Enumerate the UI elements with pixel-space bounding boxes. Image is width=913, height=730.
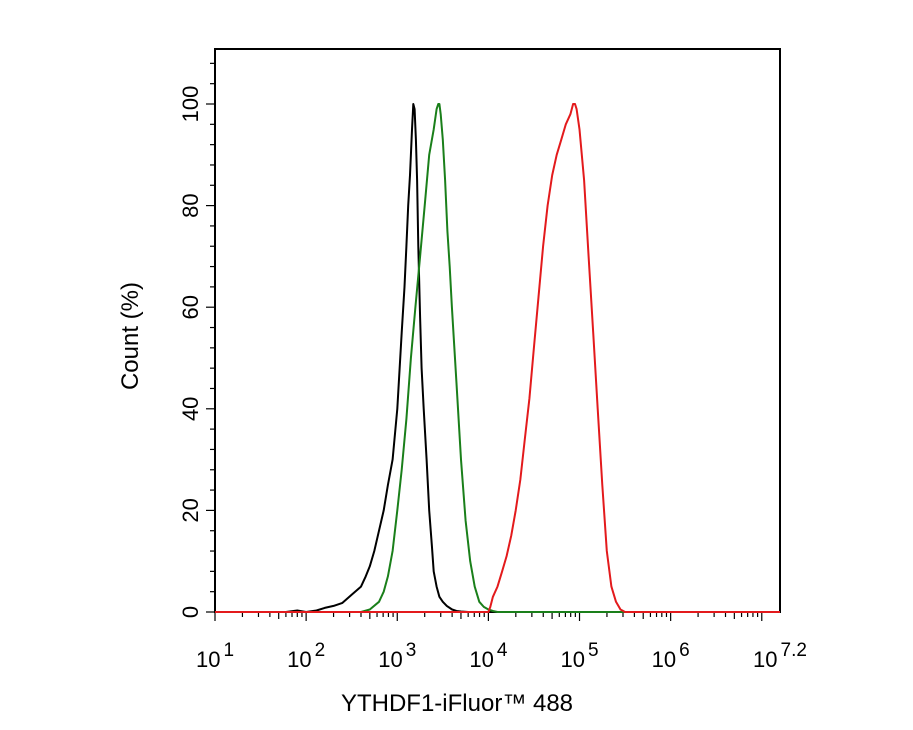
y-tick-label: 100 — [178, 86, 203, 123]
x-axis-title: YTHDF1-iFluor™ 488 — [341, 690, 573, 717]
y-tick-label: 60 — [178, 295, 203, 319]
x-tick-label: 10 3 — [378, 640, 416, 672]
y-axis-title: Count (%) — [117, 282, 144, 390]
x-tick-label: 10 2 — [287, 640, 325, 672]
y-tick-label: 20 — [178, 498, 203, 522]
histogram-series-1 — [215, 103, 780, 613]
y-tick-label: 80 — [178, 193, 203, 217]
x-tick-label: 10 5 — [560, 640, 598, 672]
histogram-series-2 — [215, 103, 780, 613]
x-axis-ticks — [214, 612, 763, 621]
y-tick-label: 40 — [178, 397, 203, 421]
x-tick-label: 10 1 — [196, 640, 234, 672]
x-tick-label: 10 4 — [469, 640, 507, 672]
histogram-series-3 — [215, 103, 780, 613]
y-tick-label: 0 — [178, 606, 203, 618]
series-layer — [215, 103, 780, 613]
x-tick-label: 10 6 — [652, 640, 690, 672]
x-axis-tick-labels: 10 1 10 2 10 3 10 4 10 5 10 6 10 7.2 — [196, 640, 807, 672]
y-axis-ticks — [206, 62, 215, 613]
x-tick-label: 10 7.2 — [753, 640, 807, 672]
y-axis-tick-labels: 0 20 40 60 80 100 — [178, 86, 203, 618]
plot-frame — [214, 48, 781, 613]
